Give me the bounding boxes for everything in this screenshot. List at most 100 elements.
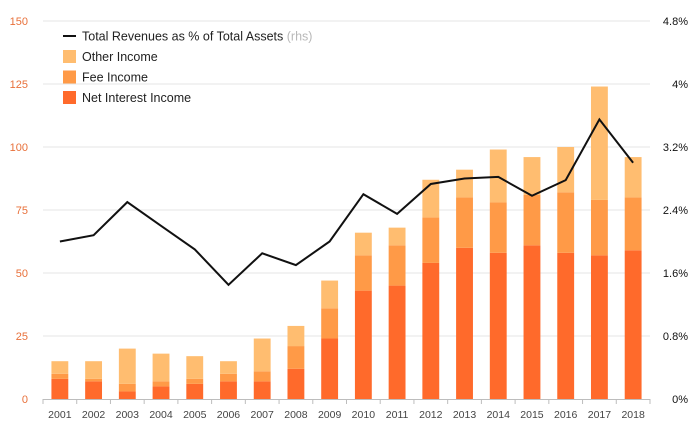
bar-net-interest-income-2007: [253, 381, 271, 399]
x-tick-label: 2013: [453, 409, 477, 421]
bar-fee-income-2011: [388, 245, 406, 286]
bar-other-income-2010: [354, 232, 372, 256]
bar-other-income-2009: [321, 280, 339, 309]
y-right-tick-label: 0%: [672, 394, 688, 406]
bar-fee-income-2012: [422, 217, 440, 263]
bar-fee-income-2006: [220, 373, 237, 382]
bar-net-interest-income-2009: [321, 338, 339, 399]
legend-swatch: [63, 70, 76, 84]
y-right-tick-label: 3.2%: [663, 142, 688, 154]
bar-other-income-2017: [590, 86, 608, 200]
x-tick-label: 2006: [217, 409, 241, 421]
bar-other-income-2001: [51, 361, 69, 374]
bar-fee-income-2007: [253, 371, 271, 382]
bar-other-income-2015: [523, 157, 541, 195]
bar-net-interest-income-2012: [422, 262, 440, 399]
gridlines: [43, 20, 650, 337]
bar-other-income-2012: [422, 179, 440, 218]
bar-other-income-2007: [253, 338, 271, 372]
y-right-tick-label: 1.6%: [663, 268, 688, 280]
bar-net-interest-income-2011: [388, 285, 406, 399]
bar-net-interest-income-2010: [354, 290, 372, 399]
legend-swatch: [63, 91, 76, 104]
bar-fee-income-2003: [118, 383, 136, 392]
y-right-tick-label: 4.8%: [663, 16, 688, 28]
revenue-ratio-line: [59, 117, 634, 287]
legend-swatch: [63, 50, 76, 63]
bar-other-income-2003: [118, 348, 136, 384]
bar-net-interest-income-2004: [152, 386, 170, 399]
bar-net-interest-income-2013: [456, 247, 473, 399]
legend-label-name: Total Revenues as % of Total Assets: [82, 30, 283, 44]
bar-net-interest-income-2016: [557, 252, 575, 399]
legend-label-name: Net Interest Income: [82, 91, 191, 105]
legend-label: Net Interest Income: [82, 91, 191, 105]
bar-fee-income-2015: [523, 194, 541, 246]
bar-fee-income-2005: [186, 378, 204, 384]
y-left-tick-label: 100: [10, 142, 28, 154]
y-left-tick-label: 0: [22, 394, 28, 406]
bar-other-income-2008: [287, 325, 305, 347]
bar-net-interest-income-2017: [590, 255, 608, 399]
bar-fee-income-2018: [624, 197, 642, 251]
x-tick-label: 2017: [588, 409, 612, 421]
x-tick-label: 2007: [251, 409, 275, 421]
x-tick-label: 2008: [284, 409, 308, 421]
legend-label: Total Revenues as % of Total Assets (rhs…: [82, 30, 312, 44]
bar-other-income-2011: [388, 227, 406, 246]
y-right-tick-label: 0.8%: [663, 331, 688, 343]
bar-fee-income-2013: [456, 197, 473, 248]
bar-fee-income-2010: [354, 255, 372, 291]
bar-fee-income-2014: [489, 202, 507, 253]
bar-fee-income-2017: [590, 199, 608, 256]
y-left-tick-label: 50: [16, 268, 28, 280]
bar-net-interest-income-2014: [489, 252, 507, 399]
legend-label-name: Other Income: [82, 50, 158, 64]
bar-other-income-2005: [186, 356, 204, 379]
x-tick-label: 2018: [621, 409, 645, 421]
bar-other-income-2002: [85, 361, 103, 379]
x-tick-label: 2011: [386, 409, 409, 421]
bar-net-interest-income-2018: [624, 250, 642, 399]
bar-fee-income-2008: [287, 346, 305, 369]
bar-fee-income-2002: [85, 378, 103, 382]
y-left-tick-label: 75: [16, 205, 28, 217]
bar-other-income-2004: [152, 353, 170, 382]
y-right-tick-label: 4%: [672, 79, 688, 91]
axes: 0 0% 25 0.8% 50 1.6% 75 2.4% 100 3.2% 125 4% 150 4.8%…: [10, 16, 689, 421]
bars: [51, 86, 642, 399]
y-right-tick-label: 2.4%: [663, 205, 688, 217]
x-tick-label: 2001: [48, 409, 72, 421]
bar-net-interest-income-2002: [85, 381, 103, 399]
bar-fee-income-2001: [51, 373, 69, 379]
bar-other-income-2006: [220, 361, 237, 374]
legend-label-name: Fee Income: [82, 71, 148, 85]
legend-label: Fee Income: [82, 71, 148, 85]
legend: Total Revenues as % of Total Assets (rhs…: [63, 30, 312, 105]
x-tick-label: 2015: [520, 409, 544, 421]
x-tick-label: 2003: [116, 409, 140, 421]
x-tick-label: 2014: [487, 409, 511, 421]
x-tick-label: 2005: [183, 409, 207, 421]
bar-net-interest-income-2001: [51, 378, 69, 399]
bar-net-interest-income-2006: [220, 381, 237, 399]
x-tick-label: 2016: [554, 409, 578, 421]
bar-other-income-2018: [624, 157, 642, 198]
bar-net-interest-income-2015: [523, 245, 541, 399]
bar-other-income-2013: [456, 169, 473, 198]
y-left-tick-label: 25: [16, 331, 28, 343]
bar-net-interest-income-2003: [118, 391, 136, 399]
y-left-tick-label: 150: [10, 16, 28, 28]
legend-label-note: (rhs): [287, 30, 313, 44]
x-tick-label: 2009: [318, 409, 342, 421]
revenue-ratio-line-group: [59, 117, 634, 287]
bar-fee-income-2004: [152, 381, 170, 387]
x-tick-label: 2004: [149, 409, 173, 421]
x-tick-label: 2002: [82, 409, 106, 421]
x-tick-label: 2012: [419, 409, 443, 421]
y-left-tick-label: 125: [10, 79, 28, 91]
bar-fee-income-2016: [557, 192, 575, 253]
bar-fee-income-2009: [321, 308, 339, 339]
bar-net-interest-income-2005: [186, 383, 204, 399]
